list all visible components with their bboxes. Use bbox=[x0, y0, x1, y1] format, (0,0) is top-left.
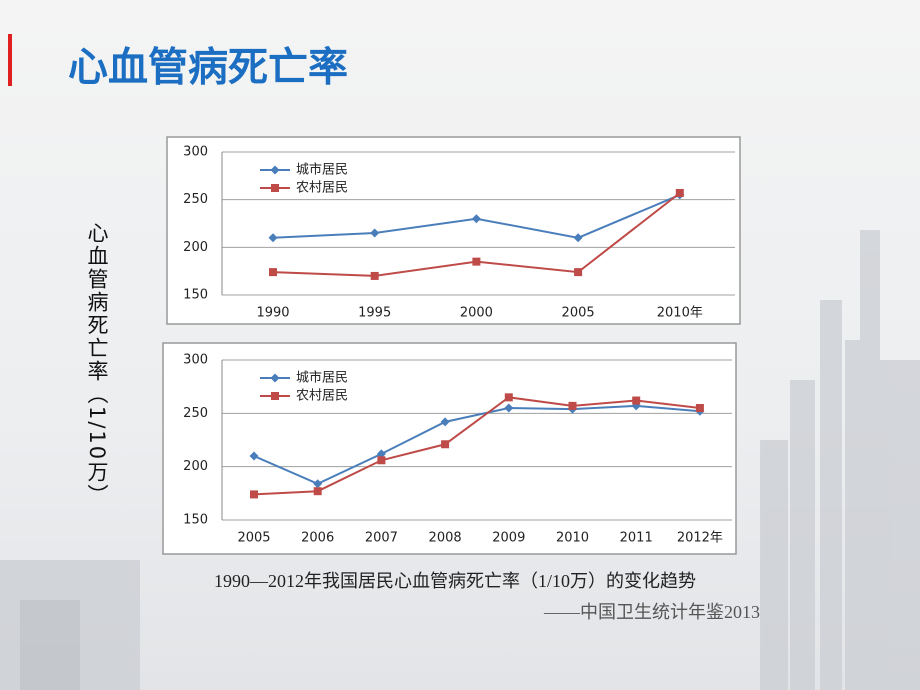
marker bbox=[695, 404, 704, 412]
x-tick-label: 2007 bbox=[365, 531, 398, 546]
x-tick-label: 2012年 bbox=[677, 531, 723, 546]
legend-label: 城市居民 bbox=[296, 370, 348, 386]
y-tick-label: 300 bbox=[183, 353, 208, 368]
legend-label: 农村居民 bbox=[296, 181, 348, 196]
y-tick-label: 200 bbox=[183, 240, 208, 255]
x-tick-label: 2005 bbox=[237, 531, 270, 546]
x-tick-label: 2009 bbox=[492, 531, 525, 546]
marker bbox=[313, 479, 323, 489]
marker bbox=[504, 403, 514, 413]
legend-marker bbox=[270, 165, 280, 175]
source: ——中国卫生统计年鉴2013 bbox=[543, 602, 760, 622]
marker bbox=[313, 487, 322, 496]
chart: 150 200 250 300 2005 2006 2007 2008 2009 2010 2011… bbox=[162, 342, 737, 555]
marker bbox=[441, 440, 450, 449]
marker bbox=[370, 228, 380, 238]
marker bbox=[269, 268, 277, 277]
marker bbox=[268, 233, 278, 243]
slide-title: 心血管病死亡率 bbox=[68, 46, 348, 90]
y-tick-label: 150 bbox=[183, 288, 208, 303]
x-tick-label: 1990 bbox=[256, 306, 289, 321]
series-line bbox=[253, 404, 700, 485]
x-tick-label: 2010年 bbox=[657, 306, 703, 321]
x-tick-label: 2010 bbox=[556, 531, 589, 546]
marker bbox=[632, 396, 641, 405]
y-tick-label: 250 bbox=[183, 406, 208, 421]
marker bbox=[504, 393, 513, 402]
x-tick-label: 2006 bbox=[301, 531, 334, 546]
marker bbox=[675, 188, 684, 197]
legend-marker bbox=[271, 184, 279, 192]
marker bbox=[376, 449, 386, 459]
x-tick-label: 2005 bbox=[562, 306, 595, 321]
marker bbox=[249, 451, 259, 461]
x-tick-label: 2011 bbox=[620, 531, 653, 546]
legend-label: 农村居民 bbox=[296, 389, 348, 404]
chart-frame bbox=[162, 342, 737, 555]
marker bbox=[471, 214, 481, 224]
y-axis-label: 心血管病死亡率（1/10万） bbox=[85, 222, 109, 508]
marker bbox=[250, 490, 258, 499]
chart: 150 200 250 300 1990 1995 2000 2005 2010年 城市居民农村居… bbox=[166, 136, 741, 325]
legend-label: 城市居民 bbox=[296, 162, 348, 178]
accent-bar bbox=[8, 34, 12, 86]
series-line bbox=[253, 396, 701, 496]
legend-marker bbox=[270, 373, 280, 383]
y-tick-label: 300 bbox=[183, 145, 208, 160]
x-tick-label: 1995 bbox=[358, 306, 391, 321]
marker bbox=[377, 456, 386, 465]
y-tick-label: 150 bbox=[183, 513, 208, 528]
y-tick-label: 250 bbox=[183, 192, 208, 207]
chart-frame bbox=[166, 136, 741, 325]
marker bbox=[370, 271, 379, 280]
marker bbox=[574, 268, 583, 277]
caption: 1990—2012年我国居民心血管病死亡率（1/10万）的变化趋势 bbox=[214, 571, 696, 591]
marker bbox=[573, 233, 583, 243]
skyline bbox=[0, 230, 920, 690]
marker bbox=[568, 401, 577, 410]
x-tick-label: 2008 bbox=[429, 531, 462, 546]
legend-marker bbox=[271, 392, 279, 400]
marker bbox=[440, 417, 450, 427]
x-tick-label: 2000 bbox=[460, 306, 493, 321]
marker bbox=[472, 257, 481, 266]
y-tick-label: 200 bbox=[183, 459, 208, 474]
